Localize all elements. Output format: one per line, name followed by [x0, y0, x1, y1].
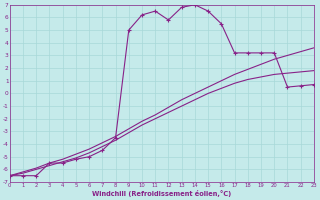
- X-axis label: Windchill (Refroidissement éolien,°C): Windchill (Refroidissement éolien,°C): [92, 190, 231, 197]
